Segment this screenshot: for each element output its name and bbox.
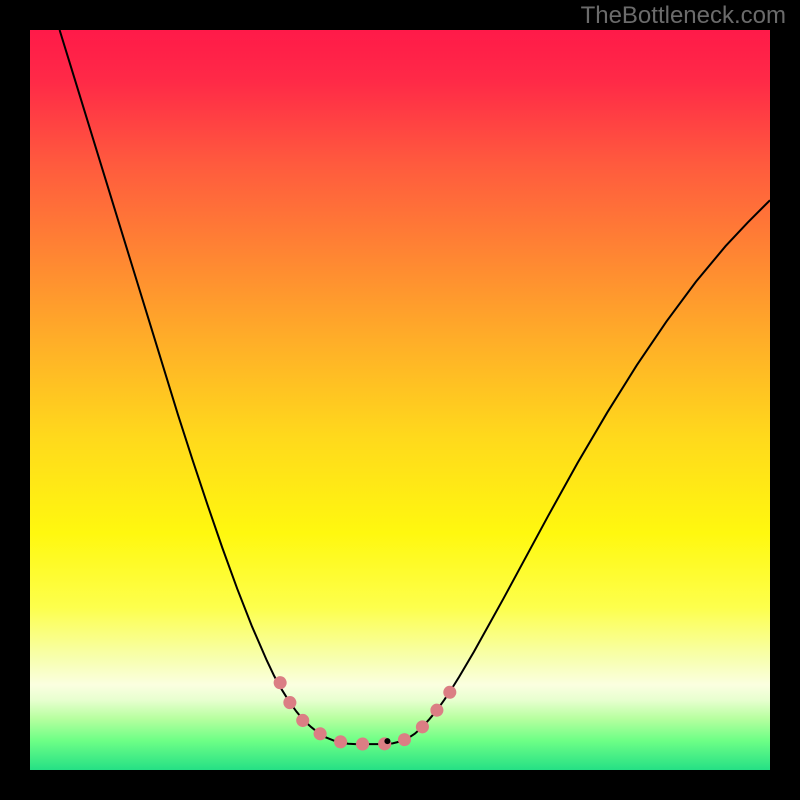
vertex-marker (384, 738, 390, 744)
watermark-text: TheBottleneck.com (581, 2, 786, 30)
plot-svg (30, 30, 770, 770)
gradient-background (30, 30, 770, 770)
chart-canvas: TheBottleneck.com (0, 0, 800, 800)
plot-area (30, 30, 770, 770)
